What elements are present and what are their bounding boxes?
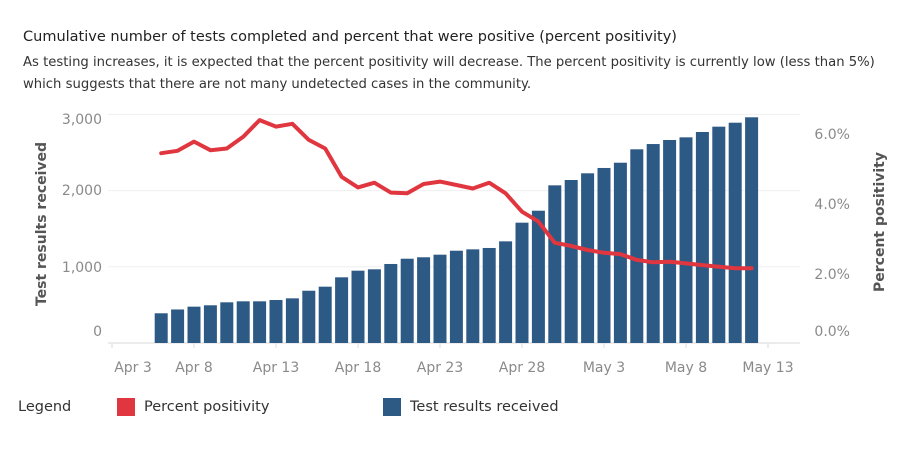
bar [367, 269, 381, 343]
bar [597, 167, 611, 343]
y-tick-label: 0 [93, 324, 102, 340]
bar [499, 241, 513, 343]
legend-swatch-red [117, 398, 135, 416]
bar [285, 298, 299, 343]
y-axis-title: Test results received [34, 142, 50, 306]
bar [220, 302, 234, 343]
y2-tick-label: 2.0% [814, 267, 850, 283]
y2-axis-title: Percent positivity [872, 152, 888, 292]
bar [417, 257, 431, 343]
bar [171, 309, 185, 343]
bar [745, 117, 759, 344]
bar [269, 300, 283, 343]
bar [531, 210, 545, 343]
legend-swatch-blue [383, 398, 401, 416]
x-tick-label: Apr 3 [114, 360, 152, 376]
bar [712, 126, 726, 343]
y-tick-label: 1,000 [62, 260, 102, 276]
x-tick-label: May 13 [742, 360, 793, 376]
bar [154, 313, 168, 343]
bar [351, 270, 365, 343]
bar [253, 301, 267, 343]
bar [335, 277, 349, 343]
bar [302, 290, 316, 343]
chart-subtitle: As testing increases, it is expected tha… [23, 55, 875, 92]
y2-tick-label: 6.0% [814, 127, 850, 143]
legend-item-test-results[interactable]: Test results received [383, 398, 559, 416]
x-tick-label: Apr 13 [253, 360, 299, 376]
bar [564, 180, 578, 343]
bar [679, 137, 693, 343]
legend-item-percent-positivity[interactable]: Percent positivity [117, 398, 269, 416]
bar [482, 247, 496, 343]
legend-label: Test results received [410, 399, 559, 415]
bar [646, 144, 660, 343]
percent-positivity-line [159, 118, 754, 271]
y2-tick-label: 4.0% [814, 197, 850, 213]
x-tick-label: Apr 18 [335, 360, 381, 376]
bar [695, 132, 709, 343]
bar [515, 222, 529, 343]
bar [449, 250, 463, 343]
y-tick-label: 2,000 [62, 183, 102, 199]
legend-title: Legend [18, 399, 72, 415]
legend-label: Percent positivity [144, 399, 270, 415]
bar [203, 305, 217, 343]
x-tick-label: May 3 [583, 360, 625, 376]
x-tick-label: May 8 [665, 360, 707, 376]
x-tick-label: Apr 28 [499, 360, 545, 376]
bar [187, 306, 201, 343]
y2-tick-label: 0.0% [814, 324, 850, 340]
bar [630, 149, 644, 343]
bar [663, 140, 677, 343]
bar [581, 173, 595, 343]
bar [400, 258, 414, 343]
bar [433, 254, 447, 343]
bar [318, 286, 332, 343]
bar [236, 301, 250, 343]
x-tick-label: Apr 8 [175, 360, 213, 376]
y-tick-label: 3,000 [62, 112, 102, 128]
bar [728, 122, 742, 343]
chart-title: Cumulative number of tests completed and… [23, 29, 677, 45]
bar [384, 263, 398, 343]
bar [548, 185, 562, 343]
x-tick-label: Apr 23 [417, 360, 463, 376]
bar [466, 249, 480, 343]
